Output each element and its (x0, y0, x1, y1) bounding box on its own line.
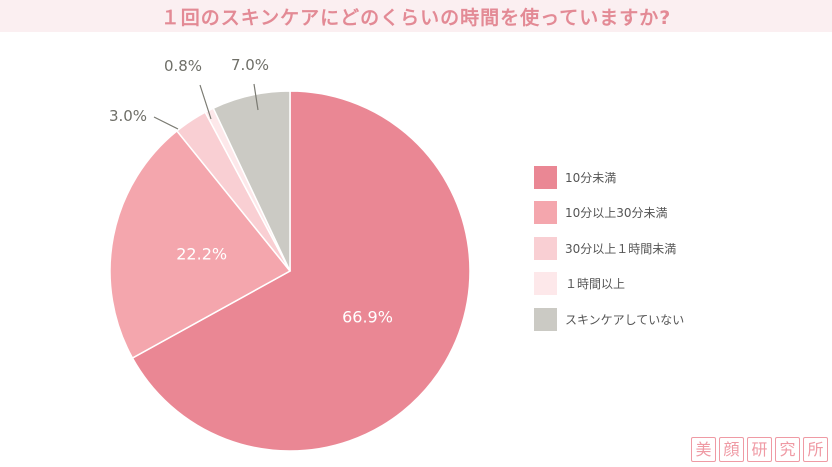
brand-char: 究 (775, 437, 800, 462)
legend-item-over-1-hour: １時間以上 (534, 272, 774, 295)
legend-swatch (534, 201, 557, 224)
data-label-over-1-hour: 0.8% (164, 57, 202, 75)
legend-label: １時間以上 (565, 277, 626, 291)
pie-slice-no-skincare (212, 90, 291, 272)
brand-char: 所 (803, 437, 828, 462)
brand-logo: 美 顔 研 究 所 (691, 437, 828, 462)
data-label-10-to-30-min: 22.2% (176, 245, 227, 264)
legend-swatch (534, 307, 557, 331)
legend-label: 10分以上30分未満 (565, 206, 668, 220)
brand-char: 顔 (719, 437, 744, 462)
legend-swatch (534, 165, 557, 189)
legend-item-30-min-to-1-hour: 30分以上１時間未満 (534, 236, 774, 260)
leader-line-30-min-to-1-hour (153, 116, 179, 130)
title-bar: １回のスキンケアにどのくらいの時間を使っていますか? (0, 0, 832, 32)
pie-slice-10-to-30-min (109, 129, 292, 360)
legend-swatch (534, 236, 557, 260)
legend-item-no-skincare: スキンケアしていない (534, 307, 774, 331)
legend-label: 10分未満 (565, 170, 617, 185)
data-label-no-skincare: 7.0% (231, 56, 269, 74)
leader-line-over-1-hour (199, 84, 212, 120)
chart-title: １回のスキンケアにどのくらいの時間を使っていますか? (160, 6, 672, 29)
legend-label: スキンケアしていない (565, 312, 685, 327)
legend-label: 30分以上１時間未満 (565, 241, 677, 256)
pie-slice-under-10-min (131, 90, 471, 452)
legend-item-under-10-min: 10分未満 (534, 165, 774, 189)
brand-char: 研 (747, 437, 772, 462)
data-label-under-10-min: 66.9% (342, 308, 393, 327)
leader-line-no-skincare (253, 83, 259, 111)
data-label-30-min-to-1-hour: 3.0% (109, 107, 147, 125)
chart-legend: 10分未満 10分以上30分未満 30分以上１時間未満 １時間以上 スキンケアし… (534, 165, 774, 344)
legend-swatch (534, 272, 557, 295)
legend-item-10-to-30-min: 10分以上30分未満 (534, 201, 774, 224)
brand-char: 美 (691, 437, 716, 462)
